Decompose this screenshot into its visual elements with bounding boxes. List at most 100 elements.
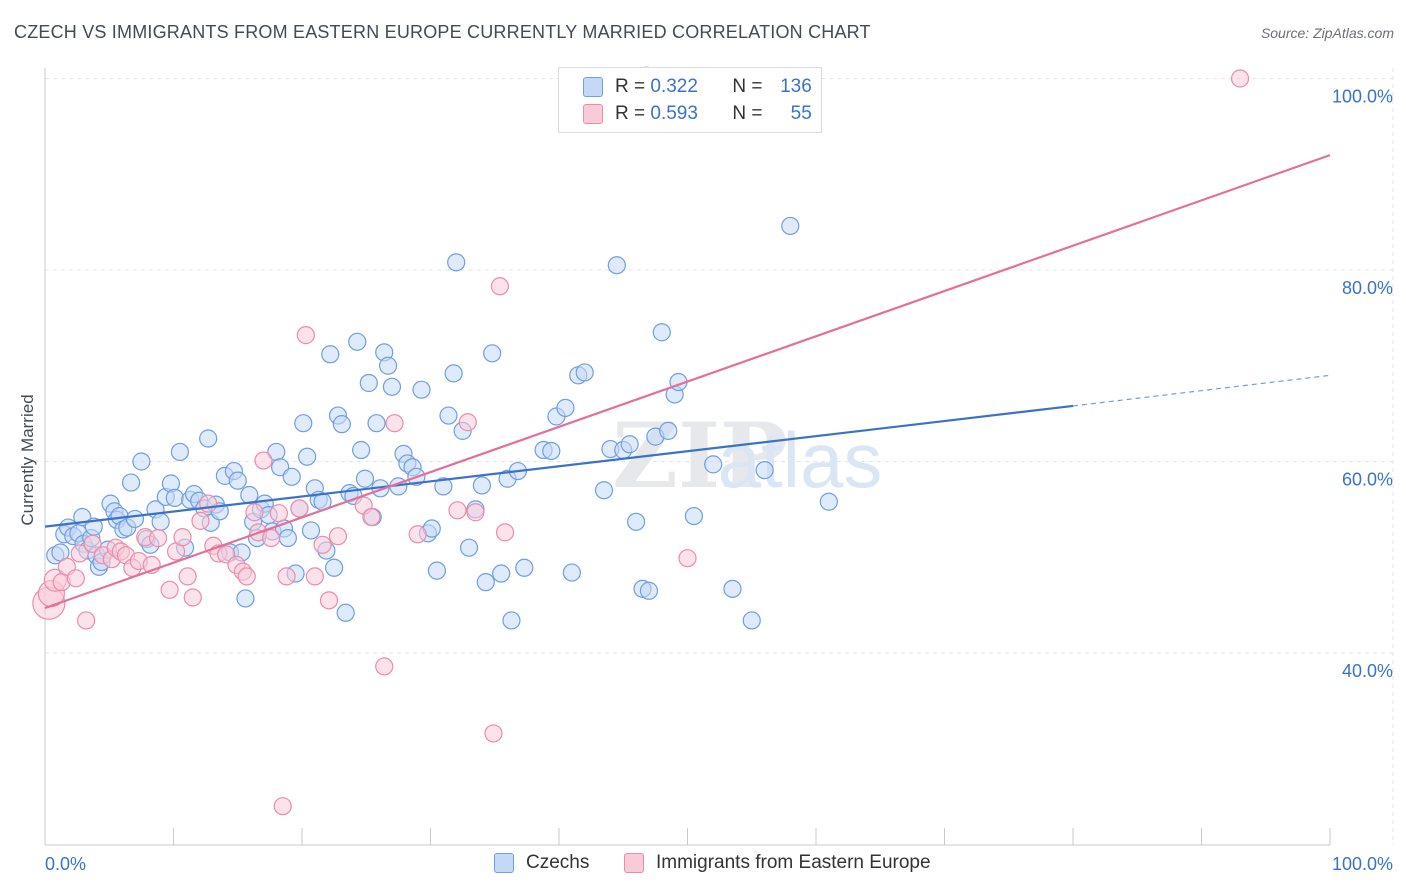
n-label: N =: [732, 103, 763, 124]
eastern-europe-point: [484, 724, 503, 743]
czechs-swatch: [583, 77, 603, 97]
czechs-point: [367, 414, 386, 433]
stats-row-czechs: R = 0.322 N = 136: [583, 74, 812, 100]
eastern-europe-point: [245, 503, 264, 522]
czechs-point: [151, 512, 170, 531]
eastern-europe-point: [1230, 69, 1250, 88]
eastern-europe-point: [678, 549, 697, 568]
czechs-point: [434, 477, 453, 496]
eastern-europe-point: [269, 504, 288, 523]
czechs-point: [336, 603, 355, 622]
legend-label-czechs: Czechs: [526, 852, 590, 873]
n-value: 55: [790, 103, 812, 124]
czechs-point: [819, 492, 838, 511]
stats-legend: R = 0.322 N = 136 R = 0.593 N = 55: [558, 67, 822, 133]
czechs-point: [447, 253, 466, 272]
czechs-point: [492, 564, 511, 583]
czechs-point: [607, 256, 626, 275]
y-tick-label: 40.0%: [1342, 661, 1393, 681]
eastern-europe-point: [448, 501, 467, 520]
eastern-europe-point: [77, 611, 96, 630]
czechs-point: [502, 611, 521, 630]
eastern-europe-swatch: [583, 104, 603, 124]
legend-label-eastern-europe: Immigrants from Eastern Europe: [656, 852, 931, 873]
eastern-europe-point: [408, 525, 427, 544]
czechs-point: [132, 452, 151, 471]
eastern-europe-point: [290, 499, 309, 518]
eastern-europe-point: [191, 511, 210, 530]
czechs-trend-extension: [1072, 374, 1331, 407]
czechs-point: [755, 461, 774, 480]
x-tick-label: 0.0%: [45, 854, 86, 874]
legend-item-eastern-europe[interactable]: Immigrants from Eastern Europe: [624, 852, 931, 874]
eastern-europe-point: [183, 588, 202, 607]
r-label: R =: [615, 76, 646, 97]
czechs-point: [684, 506, 704, 526]
y-tick-label: 60.0%: [1342, 470, 1393, 490]
czechs-point: [321, 345, 340, 364]
eastern-europe-point: [319, 591, 339, 610]
eastern-europe-point: [160, 580, 179, 599]
czechs-point: [228, 471, 247, 490]
czechs-point: [659, 421, 678, 440]
czechs-point: [298, 447, 317, 466]
watermark-atlas: atlas: [718, 416, 883, 504]
series-legend: Czechs Immigrants from Eastern Europe: [0, 852, 1406, 878]
czechs-trend-line: [44, 404, 1074, 528]
legend-item-czechs[interactable]: Czechs: [494, 852, 589, 874]
czechs-point: [378, 356, 398, 375]
eastern-europe-point: [385, 414, 404, 433]
czechs-point: [348, 332, 367, 351]
czechs-point: [639, 581, 659, 600]
x-tick-label: 100.0%: [1332, 854, 1393, 874]
eastern-europe-point: [362, 507, 381, 527]
czechs-point: [626, 512, 646, 531]
chart-title: CZECH VS IMMIGRANTS FROM EASTERN EUROPE …: [14, 22, 871, 42]
czechs-point: [382, 377, 402, 396]
czechs-point: [325, 558, 344, 577]
eastern-europe-swatch: [624, 853, 644, 873]
czechs-point: [355, 469, 375, 488]
source-label: Source: ZipAtlas.com: [1260, 25, 1394, 41]
axes: [44, 68, 1331, 846]
eastern-europe-point: [458, 413, 477, 432]
czechs-point: [476, 573, 495, 592]
czechs-point: [301, 521, 321, 540]
czechs-point: [562, 563, 581, 582]
czechs-point: [556, 398, 575, 417]
czechs-point: [282, 467, 301, 486]
czechs-point: [439, 406, 458, 425]
eastern-europe-point: [237, 567, 256, 586]
czechs-point: [352, 440, 371, 460]
eastern-europe-point: [262, 528, 281, 548]
stats-row-eastern-europe: R = 0.593 N = 55: [583, 101, 812, 127]
eastern-europe-point: [199, 494, 218, 513]
eastern-europe-trend-line: [44, 154, 1331, 610]
eastern-europe-point: [148, 528, 168, 548]
czechs-point: [359, 373, 378, 393]
czechs-point: [236, 589, 255, 608]
r-value: 0.322: [650, 76, 698, 97]
eastern-europe-point: [313, 535, 332, 554]
czechs-point: [170, 442, 190, 462]
eastern-europe-point: [466, 503, 485, 522]
eastern-europe-point: [328, 527, 348, 546]
eastern-europe-point: [70, 544, 89, 563]
eastern-europe-point: [296, 326, 315, 345]
czechs-point: [483, 344, 502, 363]
czechs-point: [121, 473, 141, 492]
czechs-point: [332, 415, 351, 434]
czechs-point: [472, 476, 491, 495]
czechs-point: [620, 435, 639, 454]
eastern-europe-point: [83, 534, 102, 553]
czechs-point: [278, 528, 297, 548]
r-value: 0.593: [650, 103, 698, 124]
czechs-point: [427, 561, 447, 580]
czechs-point: [444, 364, 463, 383]
eastern-europe-point: [178, 567, 197, 586]
czechs-point: [125, 509, 145, 529]
tick-labels: 40.0% 60.0% 80.0% 100.0% 0.0% 100.0%: [45, 87, 1393, 875]
czechs-swatch: [494, 853, 514, 873]
n-label: N =: [732, 76, 763, 97]
n-value: 136: [780, 76, 812, 97]
